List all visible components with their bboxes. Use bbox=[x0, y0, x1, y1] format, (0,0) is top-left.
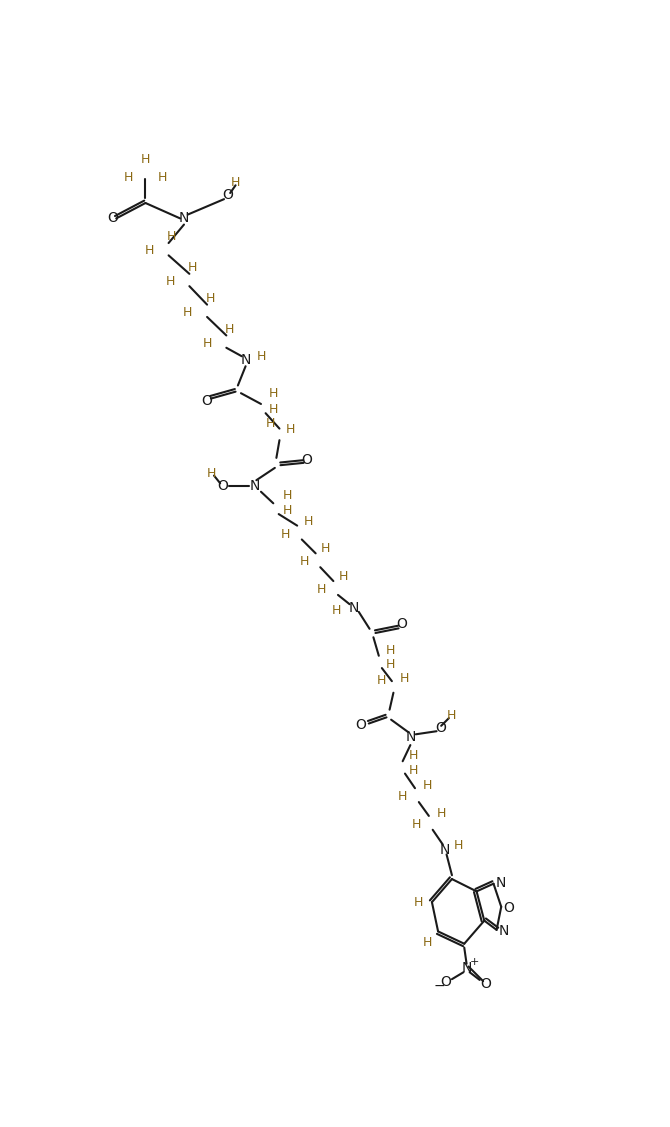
Text: H: H bbox=[281, 527, 290, 541]
Text: N: N bbox=[179, 212, 189, 225]
Text: H: H bbox=[188, 261, 197, 274]
Text: H: H bbox=[183, 305, 192, 319]
Text: H: H bbox=[283, 489, 292, 503]
Text: H: H bbox=[145, 245, 154, 257]
Text: H: H bbox=[224, 322, 234, 336]
Text: O: O bbox=[435, 721, 446, 735]
Text: H: H bbox=[412, 818, 421, 831]
Text: H: H bbox=[265, 417, 275, 429]
Text: H: H bbox=[269, 388, 278, 400]
Text: O: O bbox=[355, 718, 366, 733]
Text: H: H bbox=[399, 673, 409, 685]
Text: H: H bbox=[413, 896, 423, 908]
Text: H: H bbox=[454, 838, 464, 852]
Text: N: N bbox=[241, 353, 251, 367]
Text: N: N bbox=[462, 961, 472, 975]
Text: H: H bbox=[269, 402, 278, 416]
Text: O: O bbox=[480, 977, 491, 991]
Text: H: H bbox=[167, 230, 176, 243]
Text: H: H bbox=[157, 171, 167, 184]
Text: N: N bbox=[499, 924, 509, 939]
Text: N: N bbox=[348, 601, 358, 615]
Text: N: N bbox=[496, 876, 507, 890]
Text: O: O bbox=[222, 188, 233, 203]
Text: H: H bbox=[231, 177, 241, 189]
Text: H: H bbox=[409, 764, 418, 777]
Text: O: O bbox=[503, 900, 515, 914]
Text: N: N bbox=[405, 730, 415, 744]
Text: H: H bbox=[446, 709, 456, 722]
Text: O: O bbox=[217, 479, 228, 492]
Text: H: H bbox=[436, 807, 446, 820]
Text: H: H bbox=[409, 749, 418, 762]
Text: H: H bbox=[317, 583, 326, 596]
Text: H: H bbox=[386, 644, 395, 657]
Text: H: H bbox=[304, 515, 314, 527]
Text: N: N bbox=[250, 479, 260, 492]
Text: H: H bbox=[165, 275, 175, 289]
Text: H: H bbox=[377, 674, 386, 686]
Text: O: O bbox=[107, 212, 118, 225]
Text: H: H bbox=[141, 153, 150, 167]
Text: H: H bbox=[202, 337, 212, 349]
Text: H: H bbox=[386, 658, 395, 672]
Text: H: H bbox=[285, 423, 295, 436]
Text: H: H bbox=[283, 505, 292, 517]
Text: H: H bbox=[398, 790, 407, 804]
Text: O: O bbox=[202, 394, 212, 408]
Text: +: + bbox=[470, 957, 479, 967]
Text: H: H bbox=[299, 556, 309, 568]
Text: −: − bbox=[433, 979, 446, 993]
Text: H: H bbox=[257, 349, 266, 363]
Text: H: H bbox=[207, 467, 216, 480]
Text: H: H bbox=[423, 935, 432, 949]
Text: O: O bbox=[440, 975, 451, 990]
Text: H: H bbox=[321, 542, 330, 556]
Text: H: H bbox=[339, 570, 348, 583]
Text: O: O bbox=[397, 618, 407, 631]
Text: O: O bbox=[302, 453, 313, 468]
Text: N: N bbox=[440, 843, 450, 857]
Text: H: H bbox=[332, 604, 341, 616]
Text: H: H bbox=[124, 171, 133, 184]
Text: H: H bbox=[423, 780, 432, 792]
Text: H: H bbox=[206, 292, 215, 305]
